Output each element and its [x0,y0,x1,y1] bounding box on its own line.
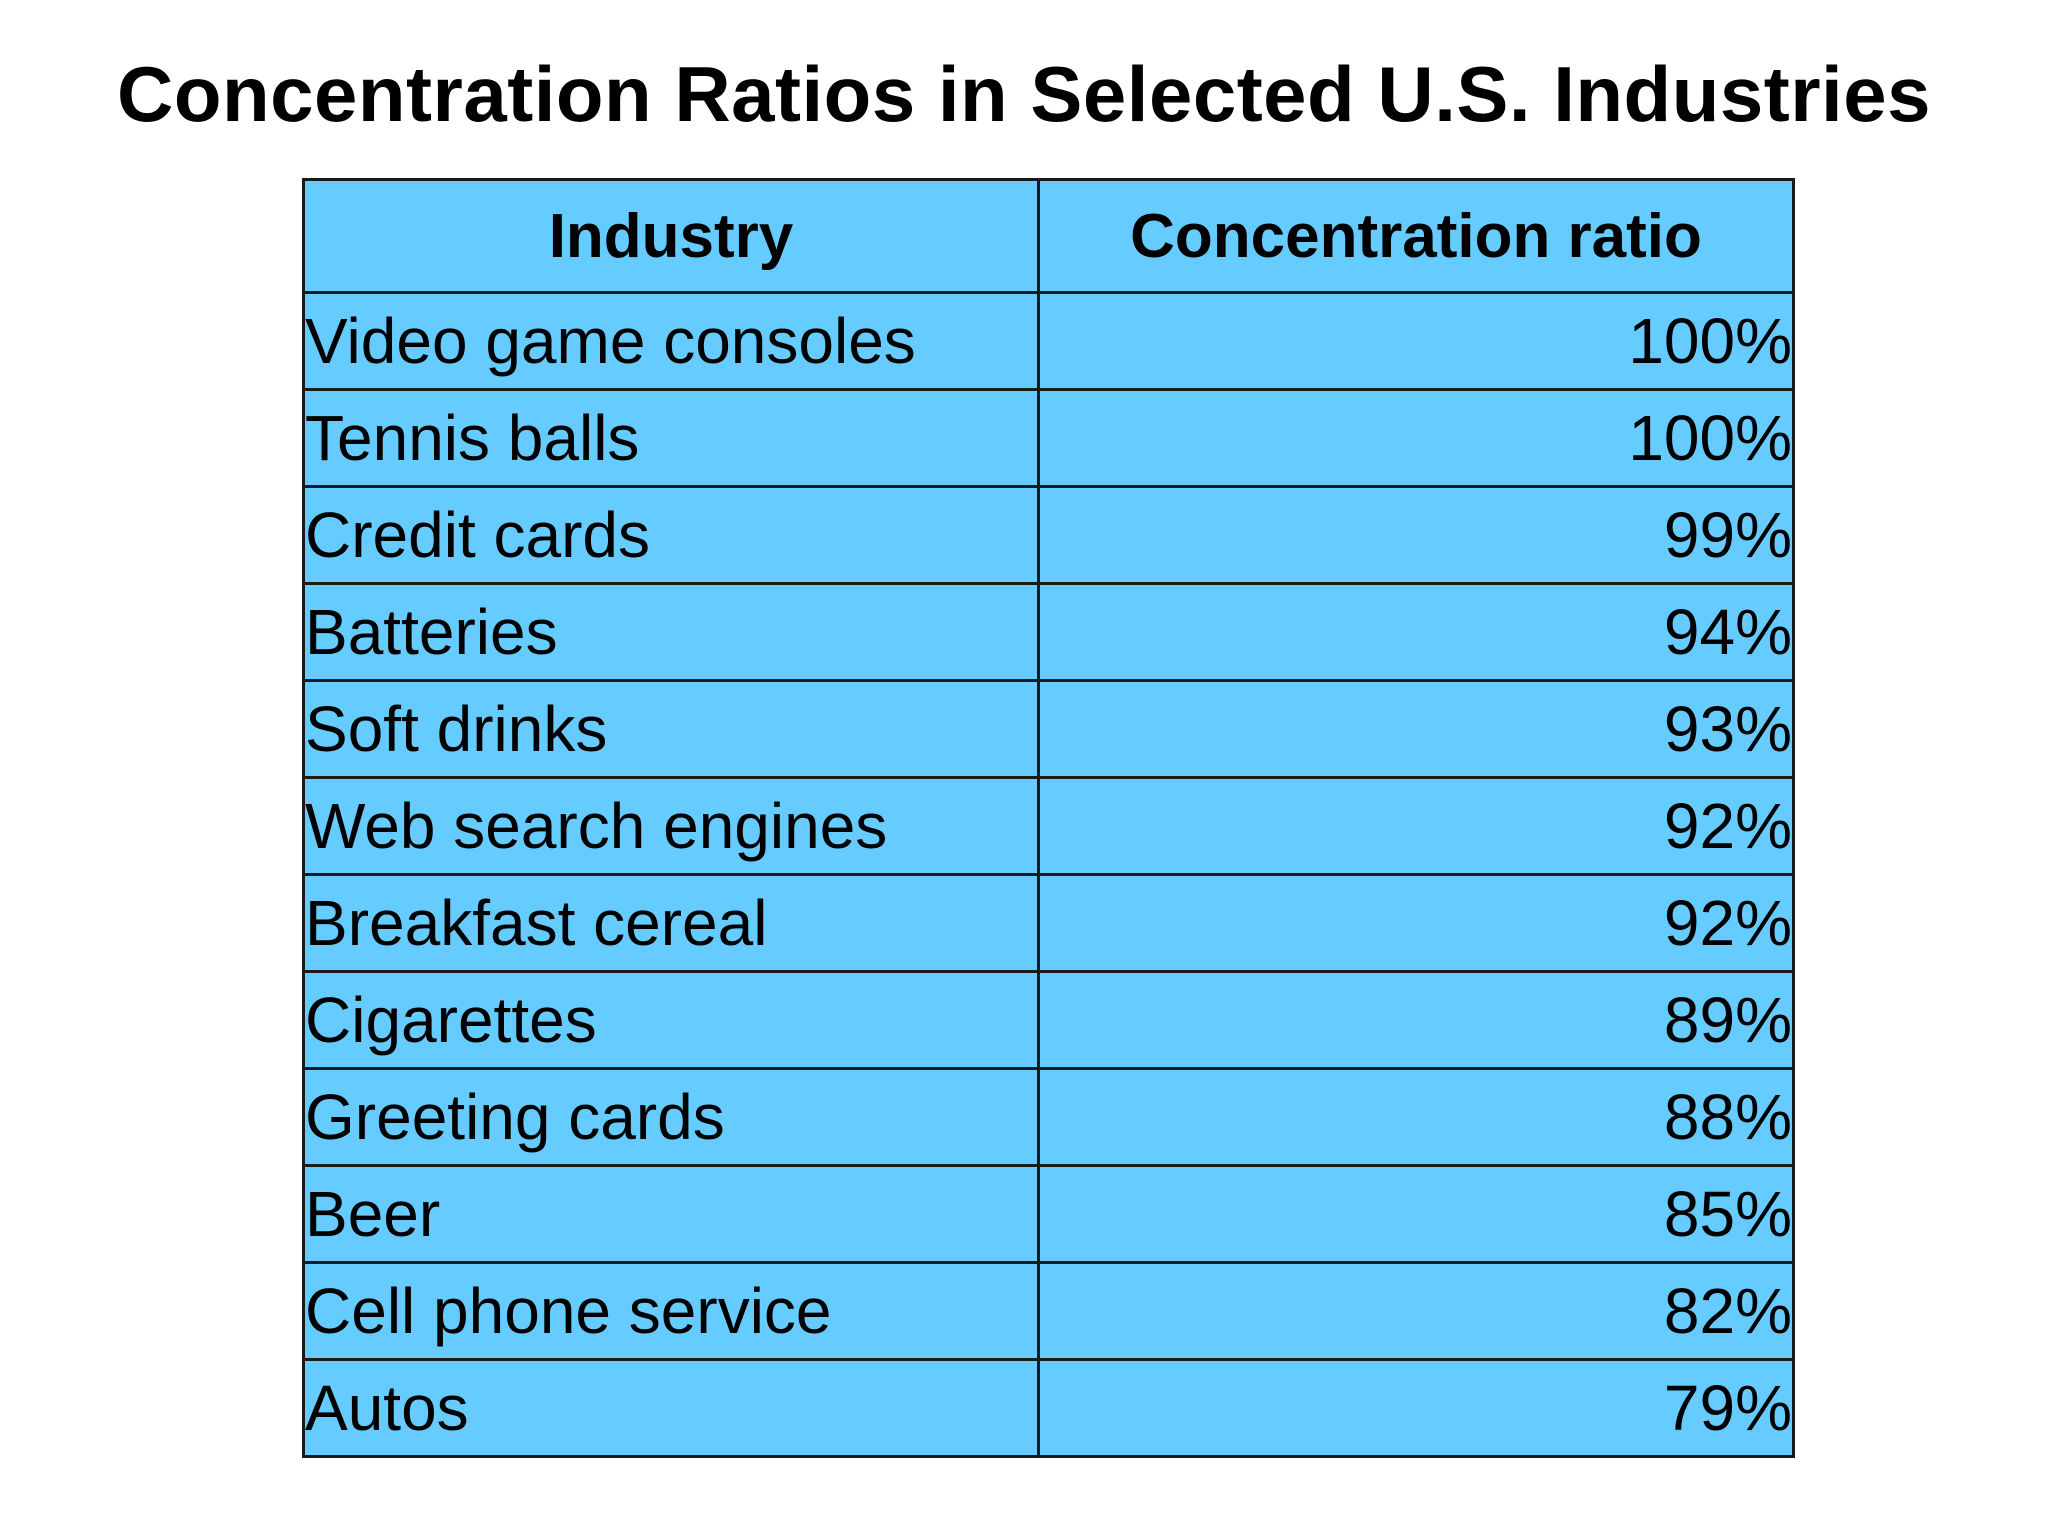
industry-cell: Web search engines [302,776,1040,876]
table-row: Tennis balls 100% [302,388,1795,488]
table-row: Beer 85% [302,1164,1795,1264]
page-title: Concentration Ratios in Selected U.S. In… [116,50,1931,138]
industry-cell: Beer [302,1164,1040,1264]
industry-cell: Video game consoles [302,291,1040,391]
table-row: Video game consoles 100% [302,291,1795,391]
ratio-cell: 92% [1037,873,1795,973]
industry-cell: Cell phone service [302,1261,1040,1361]
industry-cell: Tennis balls [302,388,1040,488]
industry-cell: Cigarettes [302,970,1040,1070]
table-row: Soft drinks 93% [302,679,1795,779]
table-row: Batteries 94% [302,582,1795,682]
industry-cell: Credit cards [302,485,1040,585]
industry-cell: Autos [302,1358,1040,1458]
table-row: Cigarettes 89% [302,970,1795,1070]
industry-cell: Breakfast cereal [302,873,1040,973]
table-row: Autos 79% [302,1358,1795,1458]
ratio-cell: 99% [1037,485,1795,585]
ratio-cell: 100% [1037,388,1795,488]
table-header-row: Industry Concentration ratio [302,178,1795,294]
industry-cell: Soft drinks [302,679,1040,779]
table-row: Greeting cards 88% [302,1067,1795,1167]
concentration-table: Industry Concentration ratio Video game … [302,178,1795,1458]
ratio-cell: 100% [1037,291,1795,391]
table-row: Web search engines 92% [302,776,1795,876]
ratio-cell: 79% [1037,1358,1795,1458]
table-row: Breakfast cereal 92% [302,873,1795,973]
column-header-industry: Industry [302,178,1040,294]
industry-cell: Greeting cards [302,1067,1040,1167]
ratio-cell: 94% [1037,582,1795,682]
ratio-cell: 82% [1037,1261,1795,1361]
table-row: Credit cards 99% [302,485,1795,585]
ratio-cell: 88% [1037,1067,1795,1167]
ratio-cell: 93% [1037,679,1795,779]
ratio-cell: 89% [1037,970,1795,1070]
ratio-cell: 85% [1037,1164,1795,1264]
column-header-concentration-ratio: Concentration ratio [1037,178,1795,294]
industry-cell: Batteries [302,582,1040,682]
ratio-cell: 92% [1037,776,1795,876]
table-row: Cell phone service 82% [302,1261,1795,1361]
